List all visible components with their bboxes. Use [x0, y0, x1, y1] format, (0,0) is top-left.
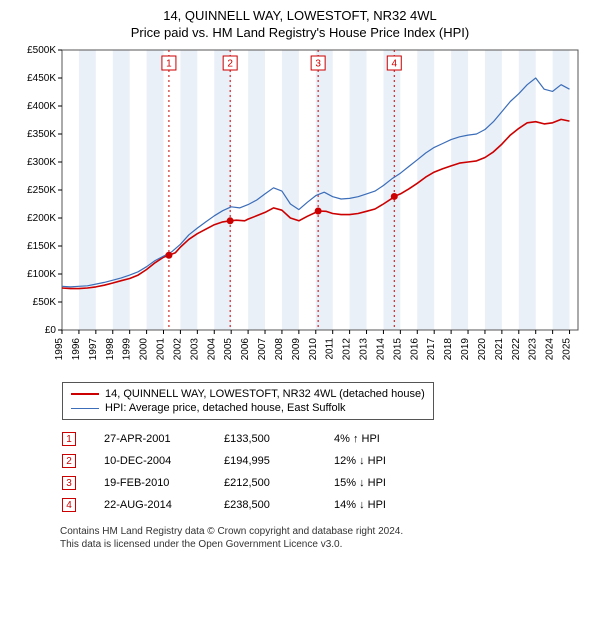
- svg-text:£400K: £400K: [27, 101, 56, 112]
- svg-text:1996: 1996: [71, 338, 82, 361]
- svg-text:1: 1: [166, 59, 172, 70]
- page-root: 14, QUINNELL WAY, LOWESTOFT, NR32 4WL Pr…: [0, 0, 600, 559]
- svg-text:2007: 2007: [257, 338, 268, 361]
- transaction-marker: 4: [62, 498, 76, 512]
- copyright-footnote: Contains HM Land Registry data © Crown c…: [60, 526, 588, 551]
- svg-text:2018: 2018: [443, 338, 454, 361]
- svg-text:2020: 2020: [477, 338, 488, 361]
- transaction-price: £194,995: [224, 455, 334, 467]
- chart-area: £0 £50K £100K £150K £200K £250K £300K £350K £400…: [12, 46, 588, 376]
- legend-item: HPI: Average price, detached house, East…: [71, 401, 425, 415]
- transaction-date: 19-FEB-2010: [104, 477, 224, 489]
- footnote-line: This data is licensed under the Open Gov…: [60, 539, 588, 552]
- title-address: 14, QUINNELL WAY, LOWESTOFT, NR32 4WL: [12, 8, 588, 23]
- svg-text:1997: 1997: [88, 338, 99, 361]
- svg-text:2015: 2015: [392, 338, 403, 361]
- transaction-row: 2 10-DEC-2004£194,99512% ↓ HPI: [62, 450, 588, 472]
- svg-text:£50K: £50K: [33, 297, 57, 308]
- svg-text:2012: 2012: [342, 338, 353, 361]
- svg-text:2008: 2008: [274, 338, 285, 361]
- svg-text:£100K: £100K: [27, 269, 56, 280]
- legend-swatch: [71, 393, 99, 395]
- svg-text:2010: 2010: [308, 338, 319, 361]
- transaction-delta: 12% ↓ HPI: [334, 455, 444, 467]
- svg-text:3: 3: [315, 59, 321, 70]
- transaction-date: 10-DEC-2004: [104, 455, 224, 467]
- svg-text:2016: 2016: [409, 338, 420, 361]
- svg-text:£300K: £300K: [27, 157, 56, 168]
- legend: 14, QUINNELL WAY, LOWESTOFT, NR32 4WL (d…: [62, 382, 434, 420]
- svg-text:2: 2: [227, 59, 233, 70]
- svg-text:2006: 2006: [240, 338, 251, 361]
- svg-text:2019: 2019: [460, 338, 471, 361]
- svg-text:£450K: £450K: [27, 73, 56, 84]
- svg-text:2024: 2024: [545, 338, 556, 361]
- svg-text:2001: 2001: [156, 338, 167, 361]
- legend-swatch: [71, 408, 99, 409]
- footnote-line: Contains HM Land Registry data © Crown c…: [60, 526, 588, 539]
- transaction-marker: 1: [62, 432, 76, 446]
- chart-title: 14, QUINNELL WAY, LOWESTOFT, NR32 4WL Pr…: [12, 8, 588, 40]
- svg-text:2002: 2002: [172, 338, 183, 361]
- legend-item: 14, QUINNELL WAY, LOWESTOFT, NR32 4WL (d…: [71, 387, 425, 401]
- svg-text:2000: 2000: [139, 338, 150, 361]
- svg-text:2022: 2022: [511, 338, 522, 361]
- transaction-row: 4 22-AUG-2014£238,50014% ↓ HPI: [62, 494, 588, 516]
- svg-text:£500K: £500K: [27, 46, 56, 56]
- svg-text:£250K: £250K: [27, 185, 56, 196]
- transaction-marker: 2: [62, 454, 76, 468]
- svg-text:2011: 2011: [325, 338, 336, 360]
- transaction-row: 1 27-APR-2001£133,5004% ↑ HPI: [62, 428, 588, 450]
- title-subtitle: Price paid vs. HM Land Registry's House …: [12, 25, 588, 40]
- svg-text:2025: 2025: [562, 338, 573, 361]
- svg-text:4: 4: [391, 59, 397, 70]
- svg-text:£200K: £200K: [27, 213, 56, 224]
- transactions-table: 1 27-APR-2001£133,5004% ↑ HPI 2 10-DEC-2004…: [62, 428, 588, 516]
- svg-text:2023: 2023: [528, 338, 539, 361]
- transaction-row: 3 19-FEB-2010£212,50015% ↓ HPI: [62, 472, 588, 494]
- svg-text:2009: 2009: [291, 338, 302, 361]
- svg-text:2013: 2013: [359, 338, 370, 361]
- transaction-price: £238,500: [224, 499, 334, 511]
- transaction-delta: 14% ↓ HPI: [334, 499, 444, 511]
- svg-text:£150K: £150K: [27, 241, 56, 252]
- legend-label: HPI: Average price, detached house, East…: [105, 402, 346, 414]
- svg-text:1995: 1995: [54, 338, 65, 361]
- transaction-price: £212,500: [224, 477, 334, 489]
- transaction-date: 27-APR-2001: [104, 433, 224, 445]
- svg-text:2005: 2005: [223, 338, 234, 361]
- transaction-delta: 15% ↓ HPI: [334, 477, 444, 489]
- svg-text:2021: 2021: [494, 338, 505, 361]
- svg-text:1999: 1999: [122, 338, 133, 361]
- svg-text:£0: £0: [45, 325, 57, 336]
- svg-text:2017: 2017: [426, 338, 437, 361]
- transaction-delta: 4% ↑ HPI: [334, 433, 444, 445]
- transaction-marker: 3: [62, 476, 76, 490]
- price-chart: £0 £50K £100K £150K £200K £250K £300K £350K £400…: [12, 46, 588, 376]
- svg-text:£350K: £350K: [27, 129, 56, 140]
- transaction-price: £133,500: [224, 433, 334, 445]
- svg-text:2003: 2003: [189, 338, 200, 361]
- legend-label: 14, QUINNELL WAY, LOWESTOFT, NR32 4WL (d…: [105, 388, 425, 400]
- svg-text:2014: 2014: [375, 338, 386, 361]
- svg-text:2004: 2004: [206, 338, 217, 361]
- transaction-date: 22-AUG-2014: [104, 499, 224, 511]
- svg-text:1998: 1998: [105, 338, 116, 361]
